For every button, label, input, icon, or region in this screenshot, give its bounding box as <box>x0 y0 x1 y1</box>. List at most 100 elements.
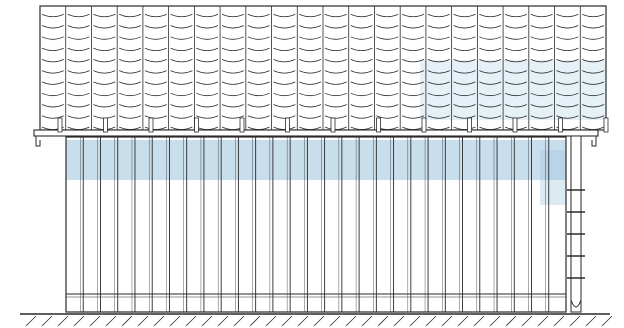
roof-tile <box>144 126 167 130</box>
roof-tile <box>427 81 450 85</box>
roof-tile <box>299 81 322 85</box>
roof-tile <box>67 36 90 40</box>
roof-tile <box>273 92 296 97</box>
roof-tile <box>144 70 167 74</box>
roof-tile <box>376 115 399 119</box>
wall-shade-band <box>66 140 566 180</box>
roof-tile <box>453 36 476 40</box>
roof-tile <box>196 81 219 85</box>
rafter-bracket <box>194 117 199 133</box>
roof-tile <box>479 59 502 63</box>
roof-tile <box>504 13 527 18</box>
roof-tile <box>170 104 193 108</box>
roof-tile <box>582 115 605 119</box>
roof-tile <box>350 70 373 74</box>
ground-hatch <box>521 315 533 327</box>
roof-tile <box>67 104 90 108</box>
roof-tile <box>170 92 193 97</box>
roof-tile <box>504 70 527 74</box>
roof-tile <box>556 25 579 29</box>
roof-tile <box>299 25 322 29</box>
roof-tile <box>93 13 116 18</box>
roof-tile <box>144 59 167 63</box>
roof-tile <box>299 92 322 97</box>
roof-tile <box>582 47 605 51</box>
roof-tile <box>402 59 425 63</box>
roof-tile <box>273 36 296 40</box>
roof-tile <box>402 25 425 29</box>
roof-tile <box>427 70 450 74</box>
roof-tile <box>453 59 476 63</box>
ground-hatch <box>409 315 421 327</box>
roof-tile <box>504 25 527 29</box>
roof-tile <box>504 92 527 97</box>
roof-tile <box>41 13 64 18</box>
roof-tile <box>93 104 116 108</box>
roof-tile <box>119 70 142 74</box>
roof-tile <box>170 81 193 85</box>
roof-tile <box>350 13 373 18</box>
roof-tile <box>350 104 373 108</box>
roof-tile <box>350 115 373 119</box>
roof-tile <box>93 70 116 74</box>
roof-tile <box>196 13 219 18</box>
roof-tile <box>556 81 579 85</box>
roof-tile <box>67 126 90 130</box>
ground-hatch <box>41 315 53 327</box>
roof-tile <box>376 92 399 97</box>
roof-tile <box>427 115 450 119</box>
roof-tile <box>196 70 219 74</box>
roof-shade <box>420 60 606 120</box>
ground-hatch <box>89 315 101 327</box>
roof-tile <box>402 36 425 40</box>
roof-tile <box>221 81 244 85</box>
ground-hatch <box>489 315 501 327</box>
roof-tile <box>299 47 322 51</box>
roof-tile <box>67 25 90 29</box>
roof-tile <box>119 104 142 108</box>
roof-tile <box>376 36 399 40</box>
roof-tile <box>67 47 90 51</box>
ground-hatch <box>57 315 69 327</box>
roof-tile <box>556 13 579 18</box>
roof-tile <box>41 81 64 85</box>
roof-tile <box>376 13 399 18</box>
roof-tile <box>530 104 553 108</box>
roof-tile <box>479 104 502 108</box>
roof-tile <box>530 126 553 130</box>
ground-hatch <box>569 315 581 327</box>
roof-tile <box>119 59 142 63</box>
roof-tile <box>247 25 270 29</box>
roof-tile <box>350 126 373 130</box>
roof-tile <box>453 70 476 74</box>
roof-tile <box>582 104 605 108</box>
roof-tile <box>582 70 605 74</box>
roof-tile <box>299 36 322 40</box>
roof-tile <box>221 70 244 74</box>
roof-tile <box>453 25 476 29</box>
roof-tile <box>556 59 579 63</box>
roof-tile <box>196 36 219 40</box>
roof-tile <box>170 115 193 119</box>
roof-tile <box>479 81 502 85</box>
ground-hatch <box>537 315 549 327</box>
ground-hatch <box>249 315 261 327</box>
roof-tile <box>582 81 605 85</box>
roof-tile <box>402 115 425 119</box>
roof-tile <box>530 59 553 63</box>
ground-hatch <box>505 315 517 327</box>
roof-tile <box>453 13 476 18</box>
roof-tile <box>93 36 116 40</box>
roof-tile <box>427 36 450 40</box>
roof-tile <box>196 47 219 51</box>
rafter-bracket <box>558 117 563 133</box>
roof-tile <box>221 115 244 119</box>
roof-tile <box>504 81 527 85</box>
roof-tile <box>479 126 502 130</box>
roof-tile <box>247 13 270 18</box>
ground-hatch <box>585 315 597 327</box>
roof-tile <box>247 81 270 85</box>
roof-tile <box>427 126 450 130</box>
roof-tile <box>350 25 373 29</box>
roof-tile <box>453 92 476 97</box>
